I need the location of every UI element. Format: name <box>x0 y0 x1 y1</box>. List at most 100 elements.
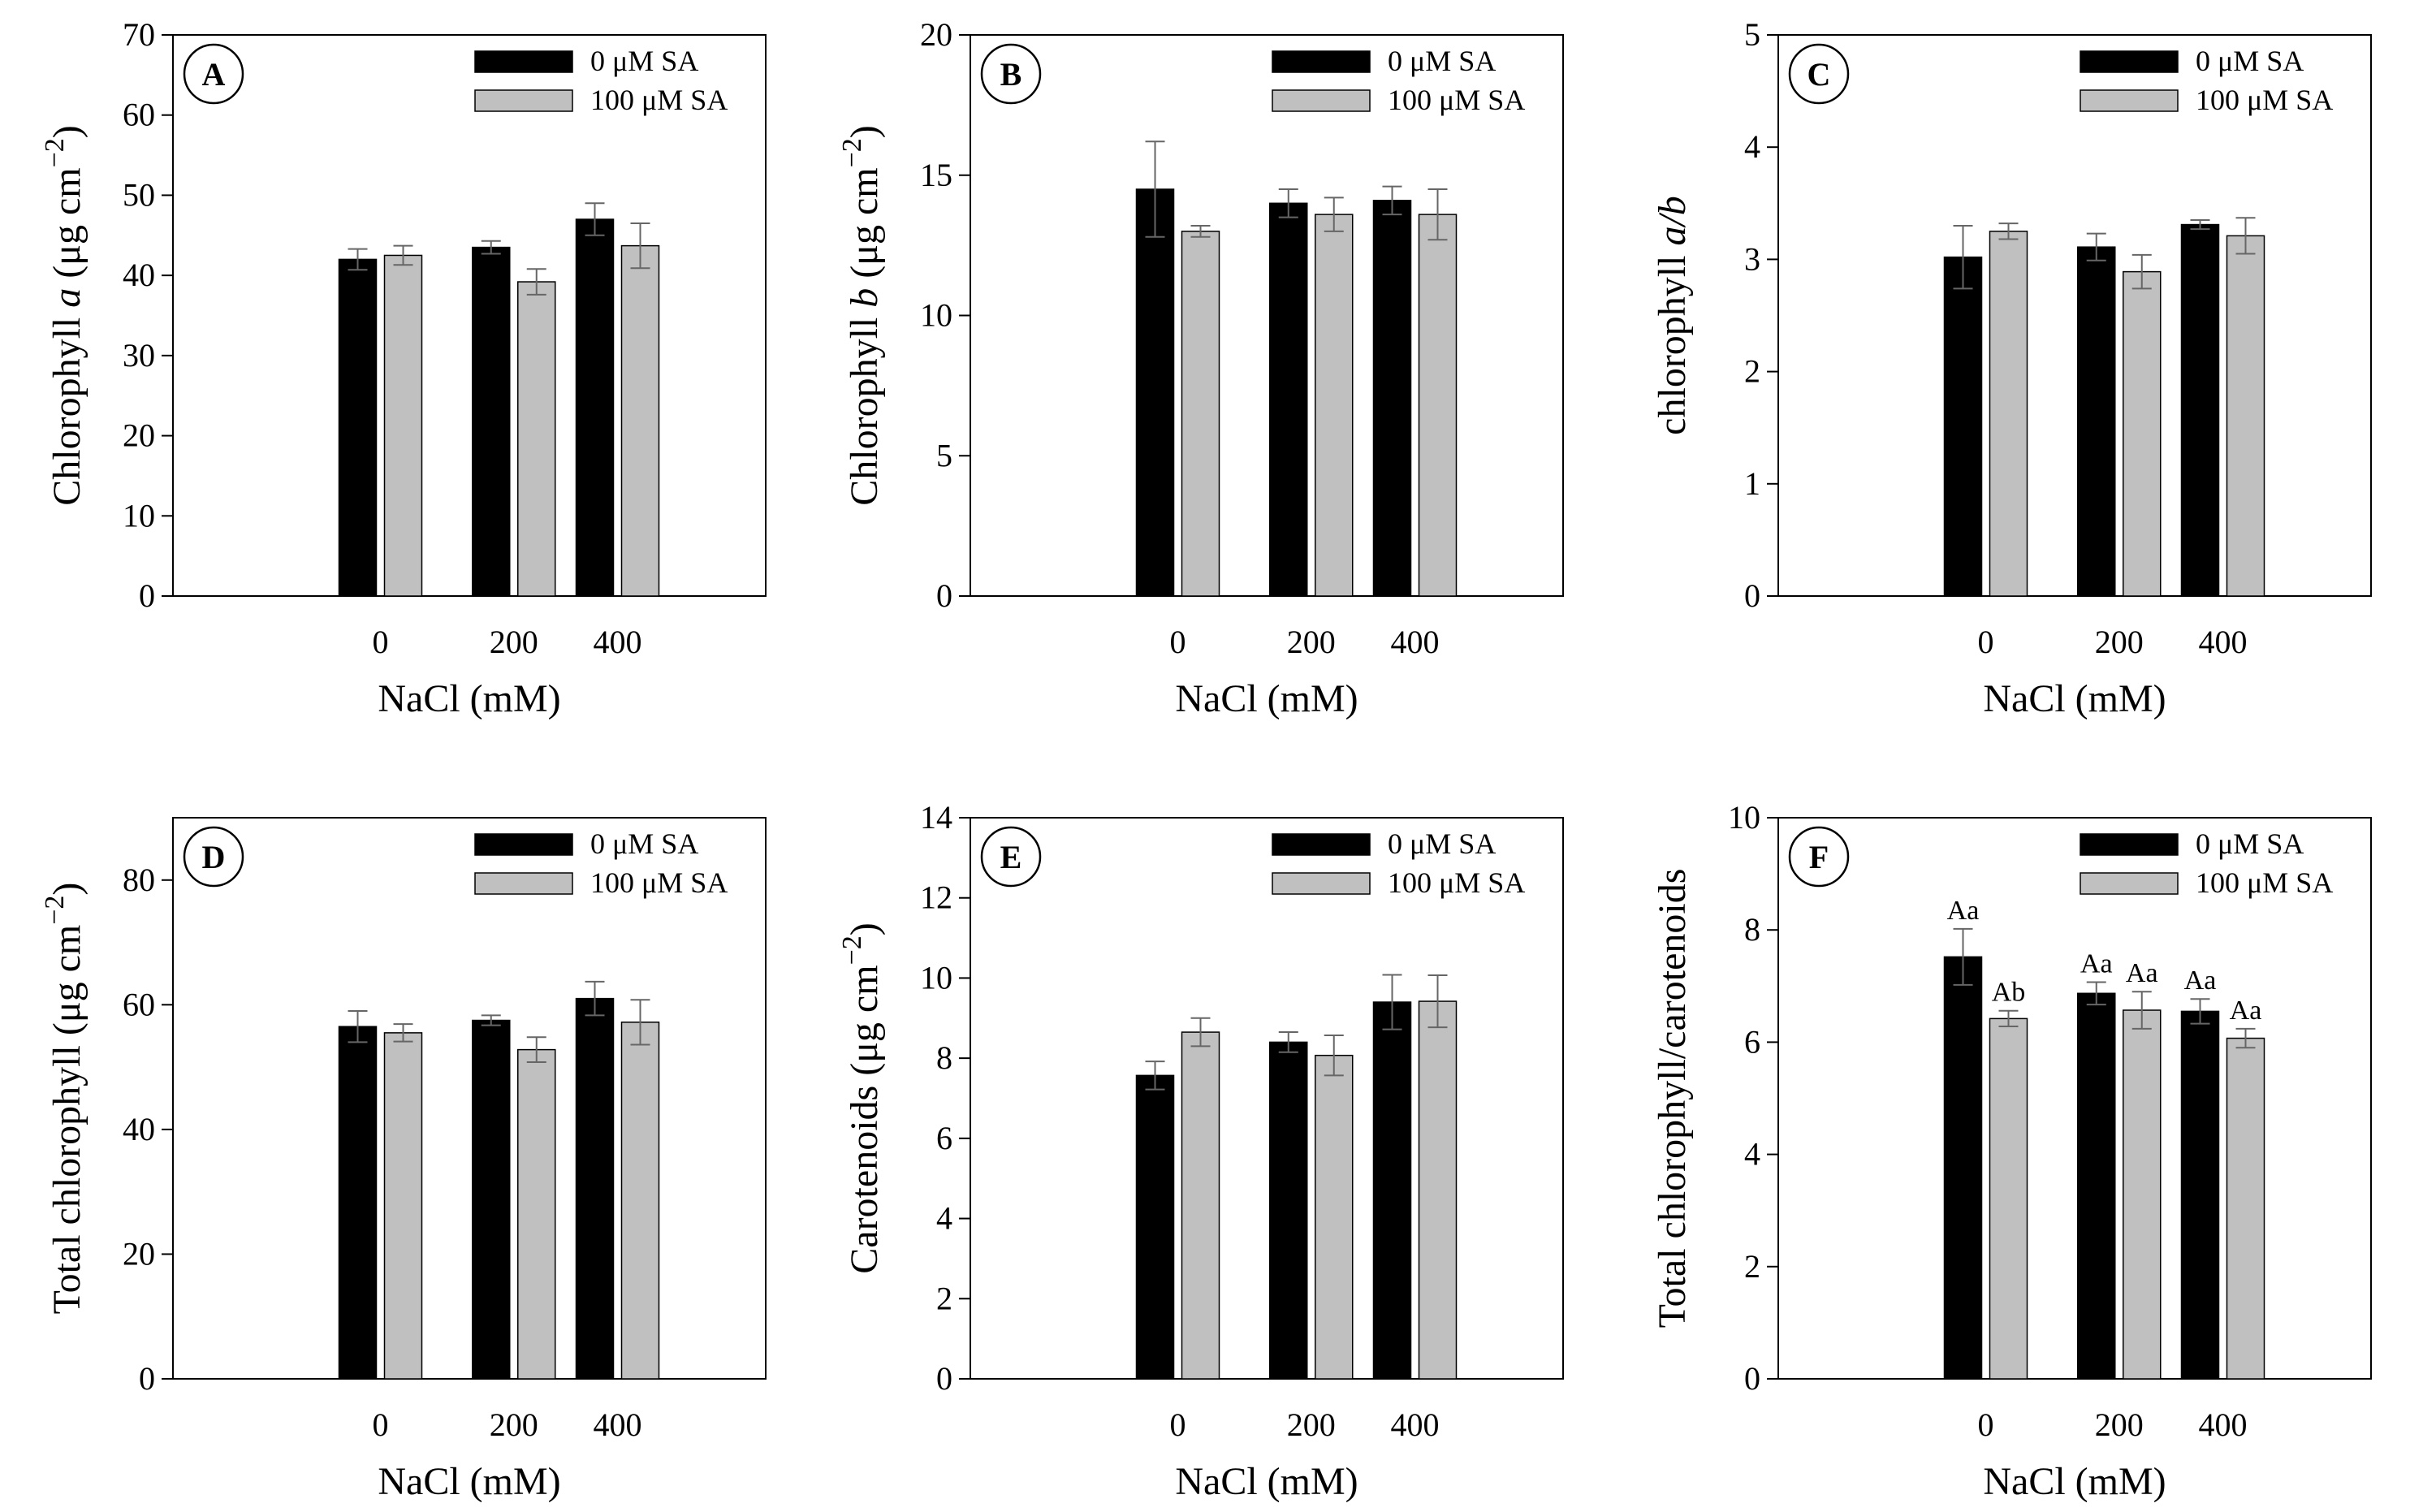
error-bar <box>1953 224 1973 290</box>
legend-label: 100 μM SA <box>1388 84 1525 116</box>
y-tick-label: 8 <box>936 1039 952 1076</box>
error-bar <box>1324 197 1344 232</box>
bar-sa0-0 <box>1135 1074 1175 1380</box>
panel-label-circle <box>1788 826 1850 888</box>
bar-sa0-400 <box>2180 223 2220 597</box>
plot-frame <box>1777 817 2372 1380</box>
y-axis-label: chlorophyll a/b <box>1651 196 1694 435</box>
x-tick-label: 400 <box>2199 1406 2248 1443</box>
legend-swatch-sa0 <box>2080 50 2179 73</box>
x-tick-label: 0 <box>373 1406 389 1443</box>
y-tick-label: 4 <box>1744 128 1760 165</box>
bar-sa0-0 <box>338 1026 378 1380</box>
y-tick-label: 12 <box>920 879 952 916</box>
x-tick-label: 200 <box>1287 624 1336 660</box>
error-bar <box>1382 974 1402 1030</box>
error-bar <box>348 248 368 271</box>
y-tick-label: 0 <box>1744 1360 1760 1397</box>
chart-panel-A: 0 10 20 30 40 50 60 70 0 200 400 NaCl (mM) Chlorophy… <box>40 16 767 720</box>
y-tick-label: 6 <box>936 1120 952 1156</box>
y-tick-label: 80 <box>123 862 155 898</box>
y-tick-label: 10 <box>1728 799 1760 836</box>
bar-sa0-0 <box>1943 956 1983 1380</box>
plot-frame <box>970 817 1564 1380</box>
error-bar <box>2190 219 2210 231</box>
x-axis-label: NaCl (mM) <box>378 1460 560 1503</box>
y-tick-label: 0 <box>936 577 952 614</box>
x-tick-label: 200 <box>2095 1406 2144 1443</box>
error-bar <box>1190 224 1211 238</box>
significance-label: Aa <box>2184 966 2217 996</box>
bar-sa100-0 <box>1989 231 2028 597</box>
x-axis-label: NaCl (mM) <box>1983 1460 2166 1503</box>
bar-sa100-0 <box>383 254 423 597</box>
legend-label: 0 μM SA <box>2196 45 2304 77</box>
bar-sa100-200 <box>517 1048 556 1380</box>
x-tick-label: 0 <box>1170 624 1186 660</box>
y-tick-label: 20 <box>920 16 952 53</box>
y-tick-label: 20 <box>123 417 155 454</box>
y-tick-label: 4 <box>936 1200 952 1237</box>
significance-label: Aa <box>2080 948 2113 978</box>
y-tick-label: 5 <box>1744 16 1760 53</box>
significance-label: Aa <box>2126 958 2158 988</box>
bar-sa100-400 <box>2226 235 2265 597</box>
legend-swatch-sa0 <box>474 50 573 73</box>
panel-label: D <box>202 839 226 875</box>
legend-swatch-sa100 <box>1272 89 1371 112</box>
error-bar <box>481 240 501 255</box>
legend-swatch-sa0 <box>1272 833 1371 856</box>
x-tick-label: 0 <box>1170 1406 1186 1443</box>
bar-sa0-200 <box>472 1019 511 1380</box>
bar-sa100-200 <box>2123 1009 2162 1380</box>
y-tick-label: 40 <box>123 257 155 293</box>
y-axis-label: Total chlorophyll (μg cm−2) <box>40 883 89 1315</box>
error-bar <box>1382 185 1402 216</box>
bar-sa100-200 <box>2123 270 2162 597</box>
error-bar <box>393 244 413 266</box>
y-tick-label: 10 <box>123 497 155 534</box>
bar-sa0-200 <box>472 246 511 597</box>
error-bar <box>585 202 605 236</box>
x-tick-label: 200 <box>1287 1406 1336 1443</box>
error-bar <box>1145 140 1165 238</box>
y-tick-label: 40 <box>123 1111 155 1147</box>
error-bar <box>1324 1035 1344 1077</box>
legend-label: 0 μM SA <box>1388 45 1496 77</box>
bar-sa0-0 <box>1943 256 1983 597</box>
bar-sa0-400 <box>2180 1010 2220 1380</box>
panel-label-circle <box>1788 43 1850 105</box>
error-bar <box>585 980 605 1017</box>
chart-panel-D: 0 20 40 60 80 0 200 400 NaCl (mM) Total chlorophy… <box>40 817 767 1503</box>
error-bar <box>630 999 650 1046</box>
bar-sa100-200 <box>1315 1054 1354 1380</box>
error-bar <box>1278 1031 1298 1053</box>
panel-label-circle <box>183 826 244 888</box>
bar-sa0-400 <box>575 218 615 597</box>
y-tick-label: 0 <box>1744 577 1760 614</box>
legend-swatch-sa100 <box>2080 872 2179 895</box>
bar-sa0-200 <box>1269 1041 1308 1380</box>
y-tick-label: 8 <box>1744 911 1760 948</box>
chart-panel-C: 0 1 2 3 4 5 0 200 400 NaCl (mM) chlorophyll a/b C 0 … <box>1651 16 2372 720</box>
legend-swatch-sa0 <box>474 833 573 856</box>
bar-sa0-400 <box>1372 1001 1412 1380</box>
y-tick-label: 50 <box>123 176 155 213</box>
y-tick-label: 70 <box>123 16 155 53</box>
legend-label: 100 μM SA <box>1388 866 1525 899</box>
bar-sa0-200 <box>2077 246 2116 597</box>
error-bar <box>1998 222 2019 240</box>
y-tick-label: 15 <box>920 157 952 193</box>
x-tick-label: 200 <box>490 624 538 660</box>
panel-label-circle <box>980 826 1042 888</box>
bar-sa100-200 <box>517 281 556 597</box>
legend-swatch-sa0 <box>2080 833 2179 856</box>
panel-label: A <box>202 56 226 93</box>
error-bar <box>526 268 546 296</box>
x-tick-label: 400 <box>2199 624 2248 660</box>
legend-label: 0 μM SA <box>2196 827 2304 860</box>
y-tick-label: 30 <box>123 337 155 374</box>
x-tick-label: 400 <box>594 624 642 660</box>
y-tick-label: 0 <box>139 1360 155 1397</box>
error-bar <box>393 1023 413 1043</box>
